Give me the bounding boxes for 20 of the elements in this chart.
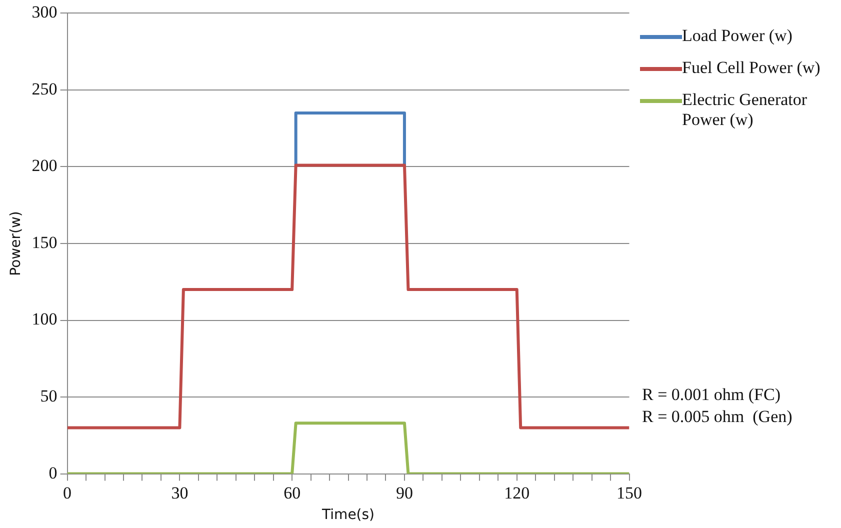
text: R = 0.005 ohm (Gen) [642, 406, 792, 428]
y-tick-label: 250 [32, 79, 58, 98]
x-tick-label: 90 [396, 483, 413, 502]
x-tick-label: 120 [504, 483, 530, 502]
x-tick-label: 30 [171, 483, 188, 502]
x-axis-title: Time(s) [321, 507, 375, 524]
legend-label: Electric Generator Power (w) [682, 90, 808, 130]
x-tick-label: 0 [63, 483, 72, 502]
legend-label: Load Power (w) [682, 26, 792, 46]
y-tick-label: 100 [32, 310, 58, 329]
x-tick-label: 150 [616, 483, 642, 502]
y-tick-label: 50 [40, 386, 58, 406]
legend-label: Fuel Cell Power (w) [682, 58, 820, 78]
y-tick-label: 0 [48, 463, 58, 482]
y-axis-title: Power(w) [8, 211, 24, 276]
y-tick-label: 150 [32, 232, 58, 252]
y-tick-label: 300 [32, 2, 58, 22]
x-tick-label: 60 [284, 483, 301, 502]
text: R = 0.001 ohm (FC) [642, 384, 782, 406]
y-tick-label: 200 [32, 156, 58, 176]
